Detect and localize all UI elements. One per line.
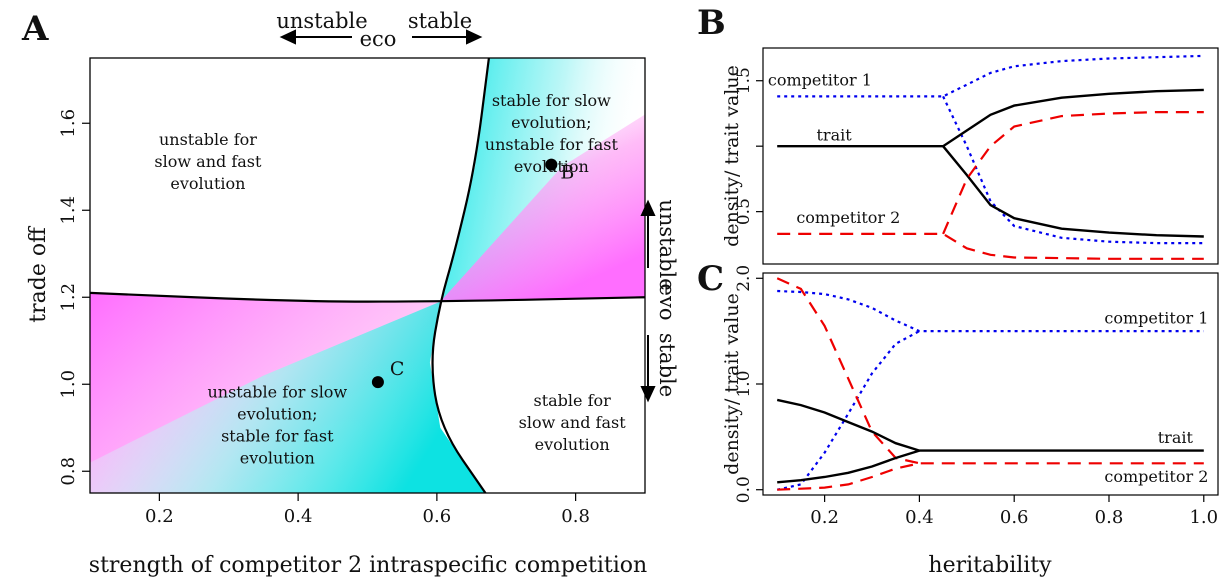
y-tick-label: 1.6 xyxy=(58,109,79,138)
region-label-top-right: stable for slow evolution; unstable for fa… xyxy=(485,91,619,176)
series-line-3 xyxy=(942,145,1204,238)
panel-a-frame xyxy=(89,57,646,494)
series-line-5 xyxy=(777,449,920,484)
panel-c: 0.0 1.0 2.0 0.2 0.4 0.6 0.8 1.0 competitor 1 tra… xyxy=(697,259,1219,578)
panel-c-frame xyxy=(762,272,1219,496)
eco-unstable-label: unstable xyxy=(276,9,367,33)
eco-label: eco xyxy=(360,27,397,51)
x-tick-label: 0.6 xyxy=(1000,507,1029,528)
x-tick-label: 0.6 xyxy=(423,506,452,527)
x-tick-label: 0.4 xyxy=(905,507,934,528)
region-bottom-left-blue xyxy=(90,301,486,493)
panel-c-axes: 0.0 1.0 2.0 0.2 0.4 0.6 0.8 1.0 xyxy=(734,265,1218,528)
panel-c-series-labels: competitor 1 trait competitor 2 xyxy=(1104,308,1208,486)
point-label-b: B xyxy=(560,162,574,184)
panel-a: 0.2 0.4 0.6 0.8 0.8 1.0 1.2 1.4 1.6 unstable for… xyxy=(21,9,679,578)
y-tick-label: 0.5 xyxy=(734,198,754,225)
series-line-2 xyxy=(777,88,1204,148)
eco-boundary-line xyxy=(431,58,490,493)
y-tick-label: 2.0 xyxy=(734,265,754,292)
evo-boundary-line xyxy=(90,291,645,303)
y-tick-label: 1.0 xyxy=(58,370,79,399)
x-tick-label: 0.2 xyxy=(145,506,174,527)
series-line-0 xyxy=(777,54,1204,98)
y-tick-label: 0.8 xyxy=(58,457,79,486)
evo-stable-label: stable xyxy=(655,333,679,397)
panel-b-series-labels: competitor 1 trait competitor 2 xyxy=(768,71,900,227)
series-line-2 xyxy=(776,277,920,465)
panel-c-ylabel: density/ trait value xyxy=(721,293,743,475)
panel-a-xlabel: strength of competitor 2 intraspecific c… xyxy=(89,553,647,578)
x-tick-label: 0.8 xyxy=(561,506,590,527)
x-tick-label: 0.8 xyxy=(1095,507,1124,528)
series-line-1 xyxy=(942,95,1204,245)
panel-a-axes: 0.2 0.4 0.6 0.8 0.8 1.0 1.2 1.4 1.6 xyxy=(58,109,590,527)
panel-b-ylabel: density/ trait value xyxy=(721,65,743,247)
panel-letter-a: A xyxy=(21,9,49,49)
panel-a-ylabel: trade off xyxy=(26,226,51,323)
point-label-c: C xyxy=(390,358,405,380)
panel-a-region-labels: unstable for slow and fast evolution stable… xyxy=(154,91,626,467)
y-tick-label: 1.0 xyxy=(734,370,754,397)
y-tick-label: 1.4 xyxy=(58,196,79,225)
series-line-3 xyxy=(777,462,1204,491)
eco-arrows xyxy=(279,29,483,45)
panel-b: 0.5 1.5 competitor 1 trait competitor 2 B d… xyxy=(697,3,1219,265)
point-b xyxy=(545,158,558,171)
y-tick-label: 0.0 xyxy=(734,476,754,503)
series-label: competitor 2 xyxy=(796,208,900,227)
x-tick-label: 0.2 xyxy=(810,507,839,528)
series-line-5 xyxy=(777,232,1204,260)
stability-regions xyxy=(90,58,645,493)
panel-c-lines xyxy=(776,277,1204,491)
y-tick-label: 1.5 xyxy=(734,67,754,94)
series-label: competitor 1 xyxy=(1104,308,1208,327)
series-line-0 xyxy=(777,289,1204,333)
y-tick-label: 1.2 xyxy=(58,283,79,312)
region-label-top-left: unstable for slow and fast evolution xyxy=(154,130,262,193)
evo-arrows xyxy=(640,199,656,403)
x-tick-label: 0.4 xyxy=(284,506,313,527)
evo-unstable-label: unstable xyxy=(655,199,679,290)
stability-boundaries xyxy=(90,58,645,493)
panel-letter-b: B xyxy=(697,3,726,43)
series-label: trait xyxy=(817,126,853,145)
series-label: trait xyxy=(1158,428,1194,447)
series-label: competitor 2 xyxy=(1104,467,1208,486)
eco-stable-label: stable xyxy=(408,9,472,33)
point-c xyxy=(371,376,384,389)
panel-b-lines xyxy=(777,54,1204,260)
panel-letter-c: C xyxy=(697,259,724,299)
region-label-bottom-left: unstable for slow evolution; stable for fa… xyxy=(207,382,347,467)
region-top-right-pink xyxy=(440,114,645,302)
evo-label: evo xyxy=(655,284,679,321)
series-line-1 xyxy=(776,330,920,491)
region-label-bottom-right: stable for slow and fast evolution xyxy=(519,391,627,454)
series-label: competitor 1 xyxy=(768,71,872,90)
panel-a-points: BC xyxy=(371,158,574,389)
panel-b-axes: 0.5 1.5 xyxy=(734,67,763,225)
series-line-4 xyxy=(776,398,1204,452)
panel-c-xlabel: heritability xyxy=(928,553,1052,578)
series-line-4 xyxy=(942,111,1204,235)
panel-b-frame xyxy=(762,47,1219,265)
x-tick-label: 1.0 xyxy=(1189,507,1218,528)
